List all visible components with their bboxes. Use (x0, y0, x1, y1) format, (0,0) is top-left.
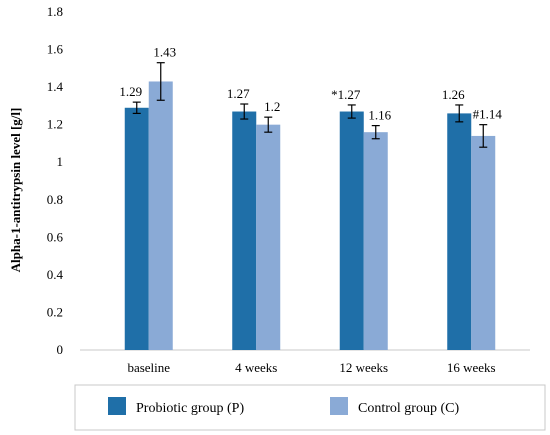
y-axis-ticks: 0 0.2 0.4 0.6 0.8 1 1.2 1.4 1.6 1.8 (47, 4, 64, 357)
bars: 1.29 1.27 *1.27 1.26 1.43 1.2 1.16 #1.14 (119, 45, 503, 351)
y-tick-label: 1.2 (47, 117, 63, 132)
y-tick-label: 0.2 (47, 304, 63, 319)
y-tick-label: 1 (57, 154, 64, 169)
bar-probiotic (232, 111, 257, 351)
data-label: 1.26 (442, 87, 465, 102)
y-tick-label: 0.4 (47, 267, 64, 282)
y-tick-label: 0.8 (47, 192, 63, 207)
legend: Probiotic group (P) Control group (C) (74, 384, 546, 431)
data-label: 1.27 (227, 86, 250, 101)
bar-probiotic (339, 111, 364, 351)
legend-box (74, 384, 546, 431)
bar-probiotic (447, 113, 472, 351)
y-tick-label: 0 (57, 342, 64, 357)
data-label: #1.14 (473, 107, 503, 122)
data-label: 1.43 (153, 45, 176, 60)
bar-control (471, 135, 496, 350)
x-category-label: baseline (127, 360, 170, 375)
data-label: 1.29 (119, 84, 142, 99)
legend-label: Control group (C) (358, 401, 459, 416)
x-category-label: 12 weeks (339, 360, 388, 375)
x-category-label: 16 weeks (447, 360, 496, 375)
y-tick-label: 1.6 (47, 42, 64, 57)
legend-swatch (108, 397, 126, 415)
bar-control (256, 124, 281, 351)
legend-swatch (330, 397, 348, 415)
data-label: 1.2 (264, 99, 280, 114)
x-category-label: 4 weeks (235, 360, 277, 375)
y-tick-label: 1.4 (47, 79, 64, 94)
y-tick-label: 0.6 (47, 229, 64, 244)
y-tick-label: 1.8 (47, 4, 63, 19)
data-label: 1.16 (368, 108, 391, 123)
legend-label: Probiotic group (P) (136, 401, 244, 416)
data-label: *1.27 (331, 87, 361, 102)
bar-probiotic (124, 107, 149, 351)
bar-control (363, 132, 388, 350)
bar-control (148, 81, 173, 350)
category-labels: baseline 4 weeks 12 weeks 16 weeks (127, 360, 495, 375)
y-axis-title: Alpha-1-antitrypsin level [g/l] (8, 108, 23, 273)
